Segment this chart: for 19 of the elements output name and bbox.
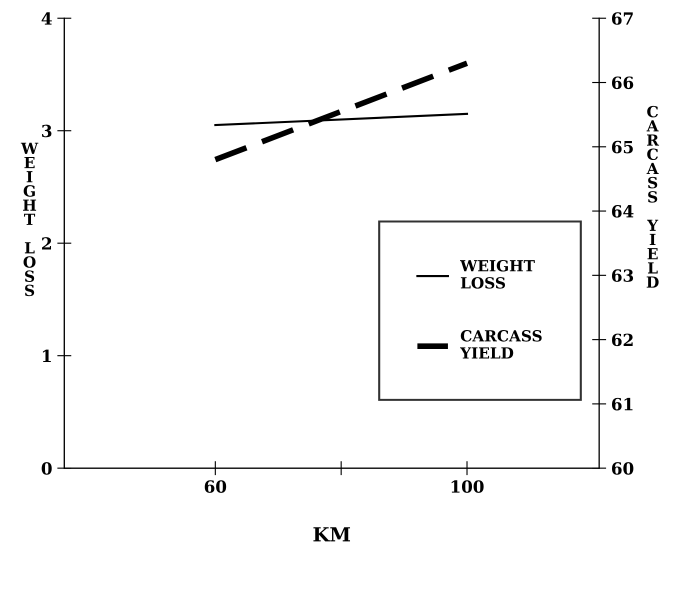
x-axis-title: KM	[313, 527, 350, 542]
y2-tick-label: 62	[612, 334, 633, 346]
y2-tick-label: 67	[612, 12, 633, 25]
y2-tick-label: 64	[612, 205, 634, 218]
text: WEIGHT LOSS	[20, 142, 38, 296]
legend-label: WEIGHT LOSS	[460, 260, 535, 289]
y2-tick-label: 66	[612, 76, 634, 90]
x-tick-label: 100	[452, 480, 484, 493]
y-tick-label: 2	[42, 237, 52, 250]
y-tick-label: 3	[42, 124, 52, 138]
y2-tick-label: 63	[612, 269, 634, 282]
y-tick-label: 0	[42, 462, 52, 475]
y2-tick-label: 61	[612, 398, 632, 410]
y-tick-label: 4	[42, 12, 52, 25]
text: CARCASS YIELD	[646, 106, 660, 288]
legend-label: CARCASS YIELD	[460, 330, 542, 358]
y-tick-label: 1	[42, 350, 51, 362]
y2-tick-label: 65	[612, 140, 633, 154]
y2-tick-label: 60	[612, 462, 634, 475]
